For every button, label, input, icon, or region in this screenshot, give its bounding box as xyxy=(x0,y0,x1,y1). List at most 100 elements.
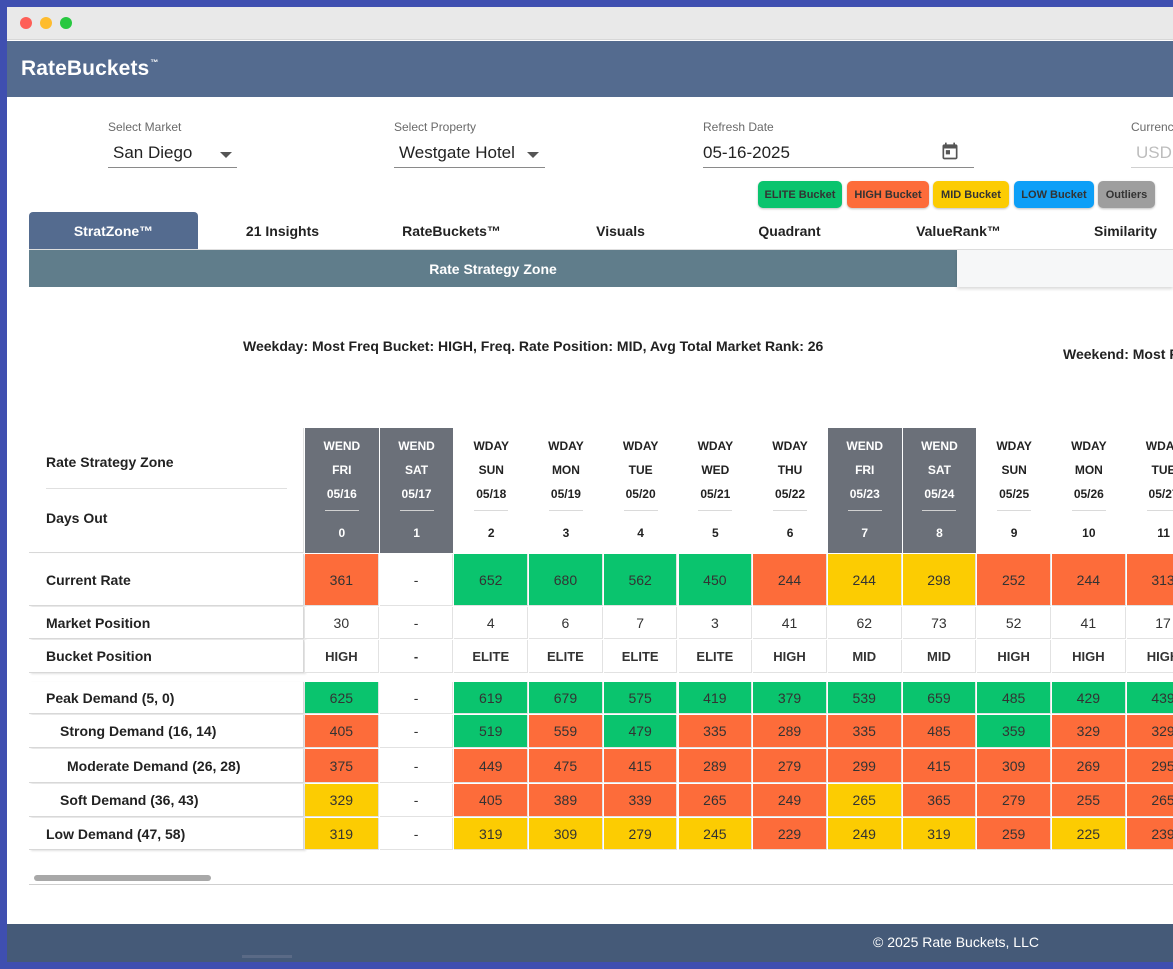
high-bucket-button[interactable]: HIGH Bucket xyxy=(847,181,929,208)
day-column-header[interactable]: WEND SAT 05/17 1 xyxy=(379,428,454,553)
demand-rate-cell: 279 xyxy=(603,818,678,850)
current-rate-cell: - xyxy=(379,554,454,606)
property-label: Select Property xyxy=(394,120,477,134)
app-header: RateBuckets™ xyxy=(7,41,1173,97)
currency-select[interactable]: Currency USD xyxy=(1131,120,1173,170)
bucket-position-cell: HIGH xyxy=(753,640,827,673)
current-rate-cell: 298 xyxy=(902,554,977,606)
tab-21-insights[interactable]: 21 Insights xyxy=(245,222,320,239)
demand-rate-cell: 279 xyxy=(753,749,827,783)
header-type: WEND xyxy=(921,439,958,453)
demand-rate-cell: 229 xyxy=(753,818,827,850)
days-out-heading: Days Out xyxy=(46,510,108,526)
horizontal-scrollbar[interactable] xyxy=(34,875,211,881)
demand-rate-cell: 449 xyxy=(454,749,529,783)
market-position-cell: 41 xyxy=(753,607,827,639)
demand-rate-cell: - xyxy=(379,682,454,714)
zone-side-panel xyxy=(957,250,1173,287)
day-column-header[interactable]: WEND FRI 05/23 7 xyxy=(827,428,902,553)
row-label: Strong Demand (16, 14) xyxy=(29,715,304,748)
day-column-header[interactable]: WDAY TUE 05/27 11 xyxy=(1126,428,1173,553)
header-day: WED xyxy=(701,463,730,477)
header-days-out: 9 xyxy=(1010,526,1018,540)
header-days-out: 0 xyxy=(338,526,346,540)
demand-rate-cell: 339 xyxy=(603,784,678,817)
outliers-button[interactable]: Outliers xyxy=(1098,181,1155,208)
demand-rate-cell: 405 xyxy=(305,715,379,748)
header-date: 05/23 xyxy=(849,487,880,501)
market-position-cell: 30 xyxy=(305,607,379,639)
header-date: 05/17 xyxy=(401,487,432,501)
day-column-header[interactable]: WEND SAT 05/24 8 xyxy=(902,428,977,553)
day-column-header[interactable]: WDAY SUN 05/25 9 xyxy=(977,428,1051,553)
demand-rate-cell: 625 xyxy=(305,682,379,714)
header-type: WDAY xyxy=(1145,439,1173,453)
row-label: Current Rate xyxy=(29,554,304,606)
header-days-out: 2 xyxy=(487,526,495,540)
brand-logo[interactable]: RateBuckets™ xyxy=(21,57,159,80)
market-select[interactable]: Select Market San Diego xyxy=(108,120,238,170)
maximize-window-button[interactable] xyxy=(60,17,72,29)
demand-rate-cell: 329 xyxy=(1052,715,1126,748)
current-rate-cell: 252 xyxy=(977,554,1051,606)
close-window-button[interactable] xyxy=(20,17,32,29)
elite-bucket-button[interactable]: ELITE Bucket xyxy=(758,181,842,208)
header-date: 05/21 xyxy=(700,487,731,501)
tab-quadrant[interactable]: Quadrant xyxy=(758,222,821,239)
tab-stratzone[interactable]: StratZone™ xyxy=(29,212,198,249)
copyright-text: © 2025 Rate Buckets, LLC xyxy=(873,934,1039,950)
demand-rate-cell: 309 xyxy=(529,818,603,850)
header-type: WEND xyxy=(398,439,435,453)
header-day: FRI xyxy=(332,463,352,477)
refresh-date-field[interactable]: Refresh Date 05-16-2025 xyxy=(703,120,975,170)
rate-strategy-zone-bar: Rate Strategy Zone xyxy=(29,250,957,287)
header-type: WDAY xyxy=(996,439,1032,453)
header-days-out: 3 xyxy=(562,526,570,540)
tab-visuals[interactable]: Visuals xyxy=(596,222,645,239)
header-days-out: 10 xyxy=(1082,526,1096,540)
demand-rate-cell: 269 xyxy=(1052,749,1126,783)
day-column-header[interactable]: WDAY SUN 05/18 2 xyxy=(454,428,529,553)
row-label: Soft Demand (36, 43) xyxy=(29,784,304,817)
property-select[interactable]: Select Property Westgate Hotel xyxy=(394,120,546,170)
header-type: WDAY xyxy=(697,439,734,453)
mid-bucket-button[interactable]: MID Bucket xyxy=(933,181,1009,208)
property-value: Westgate Hotel xyxy=(399,143,515,162)
day-column-header[interactable]: WDAY THU 05/22 6 xyxy=(753,428,827,553)
header-date: 05/26 xyxy=(1073,487,1104,501)
header-date: 05/22 xyxy=(775,487,806,501)
current-rate-cell: 244 xyxy=(827,554,902,606)
day-column-header[interactable]: WDAY TUE 05/20 4 xyxy=(603,428,678,553)
market-position-cell: 73 xyxy=(902,607,977,639)
header-type: WDAY xyxy=(473,439,510,453)
demand-rate-cell: 379 xyxy=(753,682,827,714)
header-day: FRI xyxy=(855,463,875,477)
header-type: WEND xyxy=(846,439,884,453)
current-rate-cell: 361 xyxy=(305,554,379,606)
low-bucket-button[interactable]: LOW Bucket xyxy=(1014,181,1094,208)
day-column-header[interactable]: WDAY MON 05/26 10 xyxy=(1052,428,1126,553)
header-days-out: 4 xyxy=(637,526,644,540)
demand-rate-cell: 309 xyxy=(977,749,1051,783)
demand-rate-cell: 329 xyxy=(305,784,379,817)
grid-header-label: Rate Strategy Zone Days Out xyxy=(29,428,304,553)
calendar-icon[interactable] xyxy=(940,141,960,161)
demand-rate-cell: - xyxy=(379,818,454,850)
demand-rate-cell: 439 xyxy=(1126,682,1173,714)
weekday-summary: Weekday: Most Freq Bucket: HIGH, Freq. R… xyxy=(243,338,824,354)
market-position-cell: - xyxy=(379,607,454,639)
demand-rate-cell: 485 xyxy=(902,715,977,748)
bucket-position-cell: HIGH xyxy=(1126,640,1173,673)
day-column-header[interactable]: WEND FRI 05/16 0 xyxy=(305,428,379,553)
bucket-position-cell: ELITE xyxy=(529,640,603,673)
minimize-window-button[interactable] xyxy=(40,17,52,29)
header-day: THU xyxy=(777,463,803,477)
current-rate-cell: 244 xyxy=(1052,554,1126,606)
header-day: MON xyxy=(551,463,580,477)
day-column-header[interactable]: WDAY WED 05/21 5 xyxy=(678,428,753,553)
tab-ratebuckets[interactable]: RateBuckets™ xyxy=(402,222,501,239)
day-column-header[interactable]: WDAY MON 05/19 3 xyxy=(529,428,603,553)
bucket-position-cell: HIGH xyxy=(305,640,379,673)
tab-valuerank[interactable]: ValueRank™ xyxy=(916,222,1001,239)
tab-similarity[interactable]: Similarity xyxy=(1093,222,1158,239)
